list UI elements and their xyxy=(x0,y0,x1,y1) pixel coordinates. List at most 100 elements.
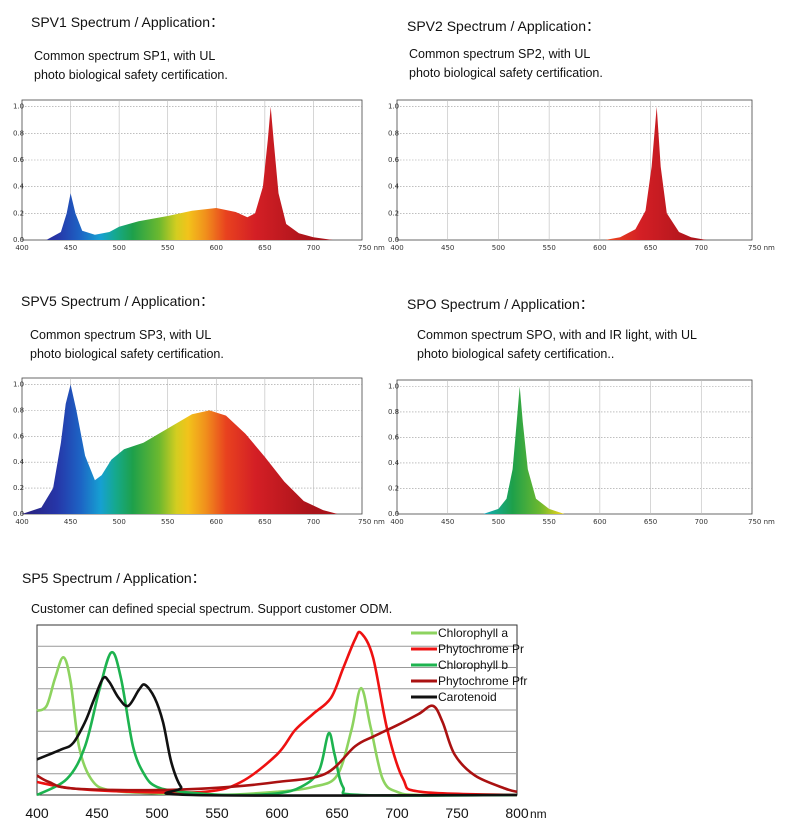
spv1-x-tick-label: 700 xyxy=(307,244,320,252)
sp5-x-tick-label: 450 xyxy=(85,805,109,821)
spv1-chart: 0.0 0.2 0.4 0.6 0.8 1.0 400 450 500 550 600 650 700 7… xyxy=(13,99,385,252)
spv5-title: SPV5 Spectrum / Application： xyxy=(21,293,214,309)
spv5-x-tick-label: 750 nm xyxy=(358,518,385,526)
spv5-x-tick-label: 500 xyxy=(112,518,125,526)
sp5-chart: 400 450 500 550 600 650 700 750 800 nm Chlorophyll… xyxy=(25,624,547,821)
spo-chart: 0.0 0.2 0.4 0.6 0.8 1.0 400 450 500 550 600 650 700 7… xyxy=(388,379,775,526)
spo-y-tick-label: 0.2 xyxy=(388,484,399,492)
sp5-x-tick-label: 500 xyxy=(145,805,169,821)
spo-plot-frame xyxy=(396,379,753,515)
sp5-x-tick-label: 800 xyxy=(505,805,529,821)
sp5-x-tick-label: 600 xyxy=(265,805,289,821)
spv2-spectrum-area xyxy=(397,106,752,240)
spv1-y-tick-label: 0.0 xyxy=(13,236,24,244)
spv1-spectrum-area xyxy=(22,106,362,240)
spv2-x-tick-label: 400 xyxy=(390,244,403,252)
spv5-y-tick-label: 1.0 xyxy=(13,380,24,388)
spv2-x-tick-label: 500 xyxy=(492,244,505,252)
spv1-x-tick-label: 500 xyxy=(112,244,125,252)
sp5-x-tick-label: 650 xyxy=(325,805,349,821)
spv2-x-tick-label: 750 nm xyxy=(748,244,775,252)
spv2-y-tick-label: 0.0 xyxy=(388,236,399,244)
spv5-x-tick-label: 450 xyxy=(64,518,77,526)
spv5-x-tick-label: 650 xyxy=(258,518,271,526)
spo-x-tick-label: 750 nm xyxy=(748,518,775,526)
spv1-x-tick-label: 650 xyxy=(258,244,271,252)
spv1-x-tick-label: 600 xyxy=(210,244,223,252)
spv5-desc-line1: Common spectrum SP3, with UL xyxy=(30,328,212,342)
sp5-series-phytochrome-pfr xyxy=(36,704,518,794)
spo-desc-line1: Common spectrum SPO, with and IR light, … xyxy=(417,328,697,342)
sp5-series-chlorophyll-a xyxy=(36,656,518,797)
spv5-y-tick-label: 0.6 xyxy=(13,432,25,440)
spo-y-tick-label: 0.0 xyxy=(388,510,399,518)
spv2-title: SPV2 Spectrum / Application： xyxy=(407,18,600,34)
sp5-title: SP5 Spectrum / Application： xyxy=(22,570,206,586)
spv1-description: Common spectrum SP1, with UL photo biolo… xyxy=(34,47,228,85)
spv1-y-tick-label: 0.8 xyxy=(13,129,24,137)
spv5-y-tick-label: 0.0 xyxy=(13,510,24,518)
spv5-x-tick-label: 700 xyxy=(307,518,320,526)
spv1-y-tick-label: 0.6 xyxy=(13,156,25,164)
sp5-x-tick-label: 750 xyxy=(445,805,469,821)
spv5-y-tick-label: 0.4 xyxy=(13,458,25,466)
sp5-x-tick-label: 400 xyxy=(25,805,49,821)
spv1-x-tick-label: 400 xyxy=(15,244,28,252)
spo-title: SPO Spectrum / Application： xyxy=(407,296,594,312)
spv1-title: SPV1 Spectrum / Application： xyxy=(31,14,224,30)
spo-x-tick-label: 600 xyxy=(593,518,606,526)
legend-label-carotenoid: Carotenoid xyxy=(438,690,497,704)
spv5-x-tick-label: 600 xyxy=(210,518,223,526)
legend-label-chlorophyll-a: Chlorophyll a xyxy=(438,626,508,640)
spv2-x-tick-label: 700 xyxy=(695,244,708,252)
spo-x-tick-label: 550 xyxy=(542,518,555,526)
spv1-y-tick-label: 0.2 xyxy=(13,209,24,217)
spv5-desc-line2: photo biological safety certification. xyxy=(30,347,224,361)
spv5-y-tick-label: 0.2 xyxy=(13,484,24,492)
spo-x-tick-label: 500 xyxy=(492,518,505,526)
legend-label-phytochrome-pr: Phytochrome Pr xyxy=(438,642,524,656)
spo-y-tick-label: 1.0 xyxy=(388,382,399,390)
spv1-x-tick-label: 450 xyxy=(64,244,77,252)
spv2-y-tick-label: 0.6 xyxy=(388,156,400,164)
spv5-x-tick-label: 400 xyxy=(15,518,28,526)
spv2-desc-line2: photo biological safety certification. xyxy=(409,66,603,80)
spo-y-tick-label: 0.8 xyxy=(388,408,399,416)
spv2-x-tick-label: 550 xyxy=(542,244,555,252)
spo-y-tick-label: 0.4 xyxy=(388,459,400,467)
spv1-y-tick-label: 1.0 xyxy=(13,103,24,111)
legend-label-chlorophyll-b: Chlorophyll b xyxy=(438,658,508,672)
legend-label-phytochrome-pfr: Phytochrome Pfr xyxy=(438,674,527,688)
spv5-description: Common spectrum SP3, with UL photo biolo… xyxy=(30,326,224,364)
spv2-y-tick-label: 1.0 xyxy=(388,103,399,111)
spv2-desc-line1: Common spectrum SP2, with UL xyxy=(409,47,591,61)
spv1-desc-line1: Common spectrum SP1, with UL xyxy=(34,49,216,63)
spv2-x-tick-label: 450 xyxy=(441,244,454,252)
spo-x-tick-label: 700 xyxy=(695,518,708,526)
spv2-chart: 0.0 0.2 0.4 0.6 0.8 1.0 400 450 500 550 600 650 700 7… xyxy=(388,99,775,252)
spv1-x-tick-label: 550 xyxy=(161,244,174,252)
spv5-spectrum-area xyxy=(22,384,362,514)
spv2-y-tick-label: 0.8 xyxy=(388,129,399,137)
spv1-y-tick-label: 0.4 xyxy=(13,183,25,191)
spv5-x-tick-label: 550 xyxy=(161,518,174,526)
spo-desc-line2: photo biological safety certification.. xyxy=(417,347,615,361)
spo-x-tick-label: 400 xyxy=(390,518,403,526)
sp5-description: Customer can defined special spectrum. S… xyxy=(31,602,393,616)
spo-x-tick-label: 650 xyxy=(644,518,657,526)
spv5-y-tick-label: 0.8 xyxy=(13,406,24,414)
spv2-plot-frame xyxy=(396,99,753,241)
sp5-series-chlorophyll-b xyxy=(36,651,518,797)
sp5-series-carotenoid xyxy=(36,675,518,797)
spv2-y-tick-label: 0.4 xyxy=(388,183,400,191)
spv5-chart: 0.0 0.2 0.4 0.6 0.8 1.0 400 450 500 550 600 650 700 7… xyxy=(13,377,385,526)
spv2-y-tick-label: 0.2 xyxy=(388,209,399,217)
spo-y-tick-label: 0.6 xyxy=(388,433,400,441)
sp5-x-tick-label: 700 xyxy=(385,805,409,821)
spv2-description: Common spectrum SP2, with UL photo biolo… xyxy=(409,45,603,83)
spv2-x-tick-label: 600 xyxy=(593,244,606,252)
spo-x-tick-label: 450 xyxy=(441,518,454,526)
sp5-x-unit: nm xyxy=(530,807,547,821)
sp5-x-tick-label: 550 xyxy=(205,805,229,821)
